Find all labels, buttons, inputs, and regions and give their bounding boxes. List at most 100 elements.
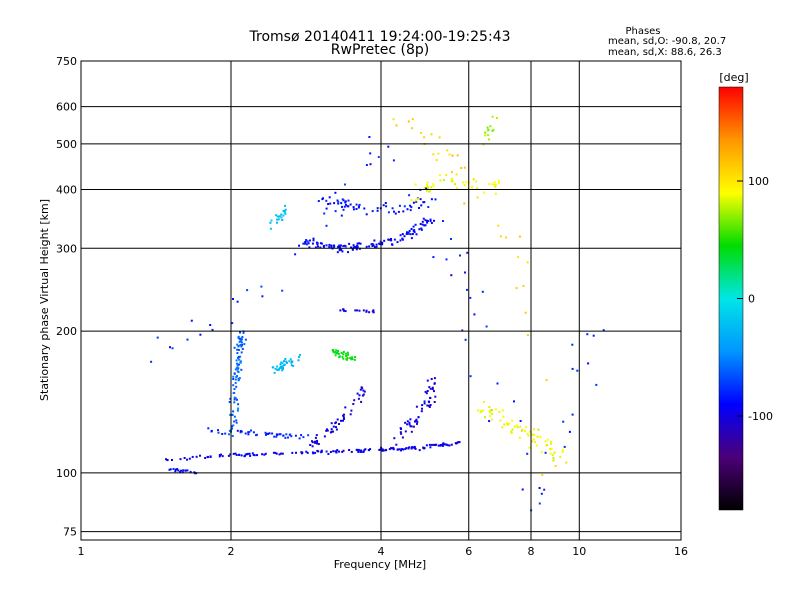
data-point — [195, 455, 198, 458]
data-point — [438, 136, 441, 139]
data-point — [426, 221, 429, 224]
data-point — [247, 433, 250, 436]
data-point — [430, 222, 433, 224]
data-point — [342, 449, 345, 452]
data-point — [407, 231, 410, 234]
data-point — [316, 242, 319, 245]
data-point — [289, 358, 292, 361]
x-tick-label: 4 — [378, 545, 385, 558]
data-point — [462, 181, 465, 184]
data-point — [398, 448, 401, 451]
data-point — [526, 433, 529, 436]
data-point — [376, 207, 379, 210]
data-point — [235, 421, 238, 424]
data-point — [451, 177, 454, 180]
data-point — [543, 488, 546, 491]
y-tick-label: 750 — [56, 55, 77, 68]
data-point — [400, 428, 402, 430]
data-point — [210, 429, 213, 432]
data-point — [433, 219, 435, 222]
data-point — [538, 487, 541, 489]
data-point — [267, 432, 270, 435]
data-point — [423, 400, 426, 403]
data-point — [235, 454, 238, 456]
data-point — [456, 154, 459, 157]
data-point — [171, 347, 174, 350]
data-point — [406, 420, 409, 423]
data-point — [401, 448, 404, 450]
data-point — [426, 187, 429, 190]
data-point — [282, 214, 285, 217]
data-point — [445, 174, 448, 176]
data-point — [441, 444, 444, 447]
data-point — [302, 436, 305, 439]
data-point — [470, 185, 473, 188]
data-point — [427, 206, 430, 208]
data-point — [290, 435, 293, 438]
data-point — [486, 126, 489, 129]
data-point — [441, 443, 444, 446]
data-point — [401, 436, 404, 439]
data-point — [220, 453, 222, 456]
data-point — [385, 205, 388, 208]
data-point — [312, 239, 315, 242]
data-point — [280, 361, 283, 364]
data-point — [238, 363, 240, 366]
data-point — [365, 310, 368, 313]
data-point — [505, 236, 508, 239]
data-point — [168, 468, 171, 471]
data-point — [322, 245, 325, 248]
data-point — [287, 436, 289, 439]
data-point — [242, 331, 245, 334]
data-point — [459, 254, 461, 257]
data-point — [333, 202, 336, 205]
data-point — [339, 245, 342, 247]
data-point — [539, 436, 542, 439]
data-point — [342, 419, 344, 422]
data-point — [372, 244, 375, 247]
data-point — [432, 183, 435, 186]
data-point — [265, 432, 268, 435]
data-point — [328, 196, 331, 199]
data-point — [388, 448, 391, 451]
grid-lines — [81, 61, 681, 540]
data-point — [341, 355, 344, 358]
data-point — [269, 227, 272, 230]
data-point — [368, 136, 371, 138]
data-point — [551, 453, 554, 456]
data-point — [350, 450, 353, 453]
data-point — [233, 391, 236, 394]
data-point — [532, 428, 535, 431]
data-point — [402, 210, 405, 213]
data-point — [237, 371, 240, 373]
data-point — [332, 246, 335, 249]
data-point — [289, 433, 292, 436]
data-point — [229, 453, 232, 456]
data-point — [232, 410, 235, 413]
data-point — [237, 407, 240, 410]
data-point — [253, 454, 256, 457]
data-point — [378, 448, 381, 451]
data-point — [218, 454, 221, 456]
data-point — [410, 447, 413, 450]
data-point — [482, 409, 485, 412]
data-point — [228, 401, 231, 403]
data-point — [325, 450, 328, 453]
data-point — [338, 423, 340, 425]
data-point — [431, 388, 434, 391]
data-point — [437, 444, 440, 447]
data-point — [336, 449, 339, 452]
data-point — [426, 404, 429, 407]
data-point — [272, 366, 275, 369]
data-point — [320, 242, 323, 245]
data-point — [199, 454, 201, 457]
data-point — [359, 388, 362, 391]
data-point — [372, 309, 375, 312]
x-tick-label: 16 — [674, 545, 688, 558]
data-point — [351, 248, 354, 250]
data-point — [488, 183, 491, 185]
data-point — [521, 488, 524, 491]
data-point — [239, 361, 242, 364]
data-point — [211, 328, 214, 331]
data-point — [188, 457, 191, 460]
